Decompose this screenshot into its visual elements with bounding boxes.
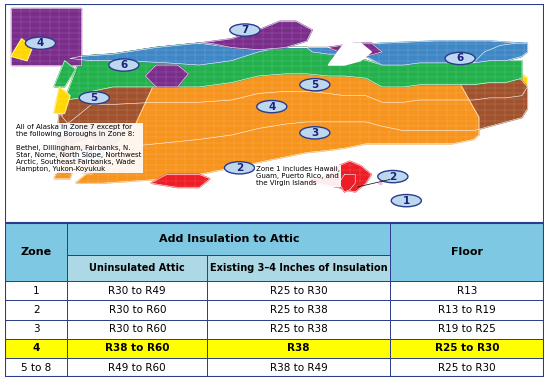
Text: All of Alaska in Zone 7 except for
the following Boroughs in Zone 8:

Bethel, Di: All of Alaska in Zone 7 except for the f… <box>16 124 142 172</box>
Text: 2: 2 <box>389 171 396 182</box>
Text: 5: 5 <box>91 93 98 103</box>
Text: 1: 1 <box>33 286 40 296</box>
Text: R30 to R60: R30 to R60 <box>109 324 166 334</box>
Text: R13: R13 <box>457 286 477 296</box>
Text: Zone 1 includes Hawaii,
Guam, Puerto Rico, and
the Virgin Islands: Zone 1 includes Hawaii, Guam, Puerto Ric… <box>256 166 340 186</box>
Bar <box>390 339 544 358</box>
Polygon shape <box>328 43 371 65</box>
Text: 3: 3 <box>33 324 40 334</box>
Text: 4: 4 <box>268 102 276 112</box>
Bar <box>390 320 544 339</box>
Circle shape <box>25 37 55 49</box>
Polygon shape <box>54 113 70 161</box>
Bar <box>68 339 208 358</box>
Text: Uninsulated Attic: Uninsulated Attic <box>89 263 185 273</box>
Text: R25 to R30: R25 to R30 <box>270 286 328 296</box>
Polygon shape <box>145 65 188 87</box>
Polygon shape <box>328 43 382 56</box>
Bar <box>68 301 208 320</box>
Text: R25 to R30: R25 to R30 <box>438 363 496 373</box>
Polygon shape <box>75 43 479 183</box>
Polygon shape <box>301 161 371 192</box>
Text: R25 to R38: R25 to R38 <box>270 305 328 315</box>
Polygon shape <box>54 61 75 87</box>
Bar <box>208 358 390 377</box>
Polygon shape <box>339 174 355 192</box>
Bar <box>5 320 68 339</box>
Text: R30 to R49: R30 to R49 <box>109 286 166 296</box>
Polygon shape <box>54 87 70 113</box>
Bar <box>68 223 390 255</box>
Polygon shape <box>11 39 32 61</box>
Bar <box>5 281 68 301</box>
Text: R25 to R30: R25 to R30 <box>435 343 499 354</box>
Polygon shape <box>11 8 81 65</box>
Text: 7: 7 <box>241 25 249 35</box>
Text: Floor: Floor <box>451 247 483 257</box>
Text: 2: 2 <box>33 305 40 315</box>
Text: R49 to R60: R49 to R60 <box>109 363 166 373</box>
Text: Zone: Zone <box>21 247 52 257</box>
Polygon shape <box>474 43 528 63</box>
Bar <box>5 223 68 281</box>
Circle shape <box>391 195 422 207</box>
Circle shape <box>378 170 408 183</box>
Text: Add Insulation to Attic: Add Insulation to Attic <box>159 234 299 244</box>
Text: R30 to R60: R30 to R60 <box>109 305 166 315</box>
Circle shape <box>79 92 109 104</box>
Bar <box>208 255 390 281</box>
Text: R25 to R38: R25 to R38 <box>270 324 328 334</box>
Text: R13 to R19: R13 to R19 <box>438 305 496 315</box>
Text: 4: 4 <box>33 343 40 354</box>
Circle shape <box>300 78 330 91</box>
Text: R38: R38 <box>288 343 310 354</box>
Bar <box>208 301 390 320</box>
Text: R19 to R25: R19 to R25 <box>438 324 496 334</box>
Bar <box>390 223 544 281</box>
Bar <box>68 358 208 377</box>
Bar <box>5 358 68 377</box>
Circle shape <box>257 101 287 113</box>
Bar <box>5 339 68 358</box>
Polygon shape <box>59 43 528 161</box>
Text: 5: 5 <box>311 80 318 90</box>
Circle shape <box>225 162 255 174</box>
Text: 2: 2 <box>236 163 243 173</box>
Text: 5 to 8: 5 to 8 <box>21 363 52 373</box>
Text: 3: 3 <box>64 126 71 136</box>
Bar <box>390 358 544 377</box>
Text: Existing 3–4 Inches of Insulation: Existing 3–4 Inches of Insulation <box>210 263 388 273</box>
Text: R38 to R60: R38 to R60 <box>105 343 170 354</box>
Bar <box>68 255 208 281</box>
Bar <box>390 301 544 320</box>
Text: R38 to R49: R38 to R49 <box>270 363 328 373</box>
Polygon shape <box>70 139 102 174</box>
Circle shape <box>300 127 330 139</box>
Text: 4: 4 <box>37 38 44 48</box>
Bar <box>208 281 390 301</box>
Bar <box>68 281 208 301</box>
Text: 1: 1 <box>402 195 410 206</box>
Polygon shape <box>54 157 75 179</box>
Text: 2: 2 <box>85 150 93 160</box>
Polygon shape <box>199 21 312 50</box>
Bar <box>5 301 68 320</box>
Polygon shape <box>59 43 528 126</box>
Bar <box>208 339 390 358</box>
Polygon shape <box>378 183 382 184</box>
Circle shape <box>445 52 475 65</box>
Polygon shape <box>65 43 522 100</box>
Circle shape <box>109 59 139 71</box>
Text: 6: 6 <box>120 60 127 70</box>
Bar <box>390 281 544 301</box>
Circle shape <box>52 125 82 137</box>
Text: 3: 3 <box>311 128 318 138</box>
Circle shape <box>230 24 260 36</box>
Text: 6: 6 <box>456 53 464 64</box>
Bar <box>68 320 208 339</box>
Polygon shape <box>70 41 522 65</box>
Circle shape <box>74 149 104 161</box>
Polygon shape <box>151 174 210 187</box>
Bar <box>208 320 390 339</box>
